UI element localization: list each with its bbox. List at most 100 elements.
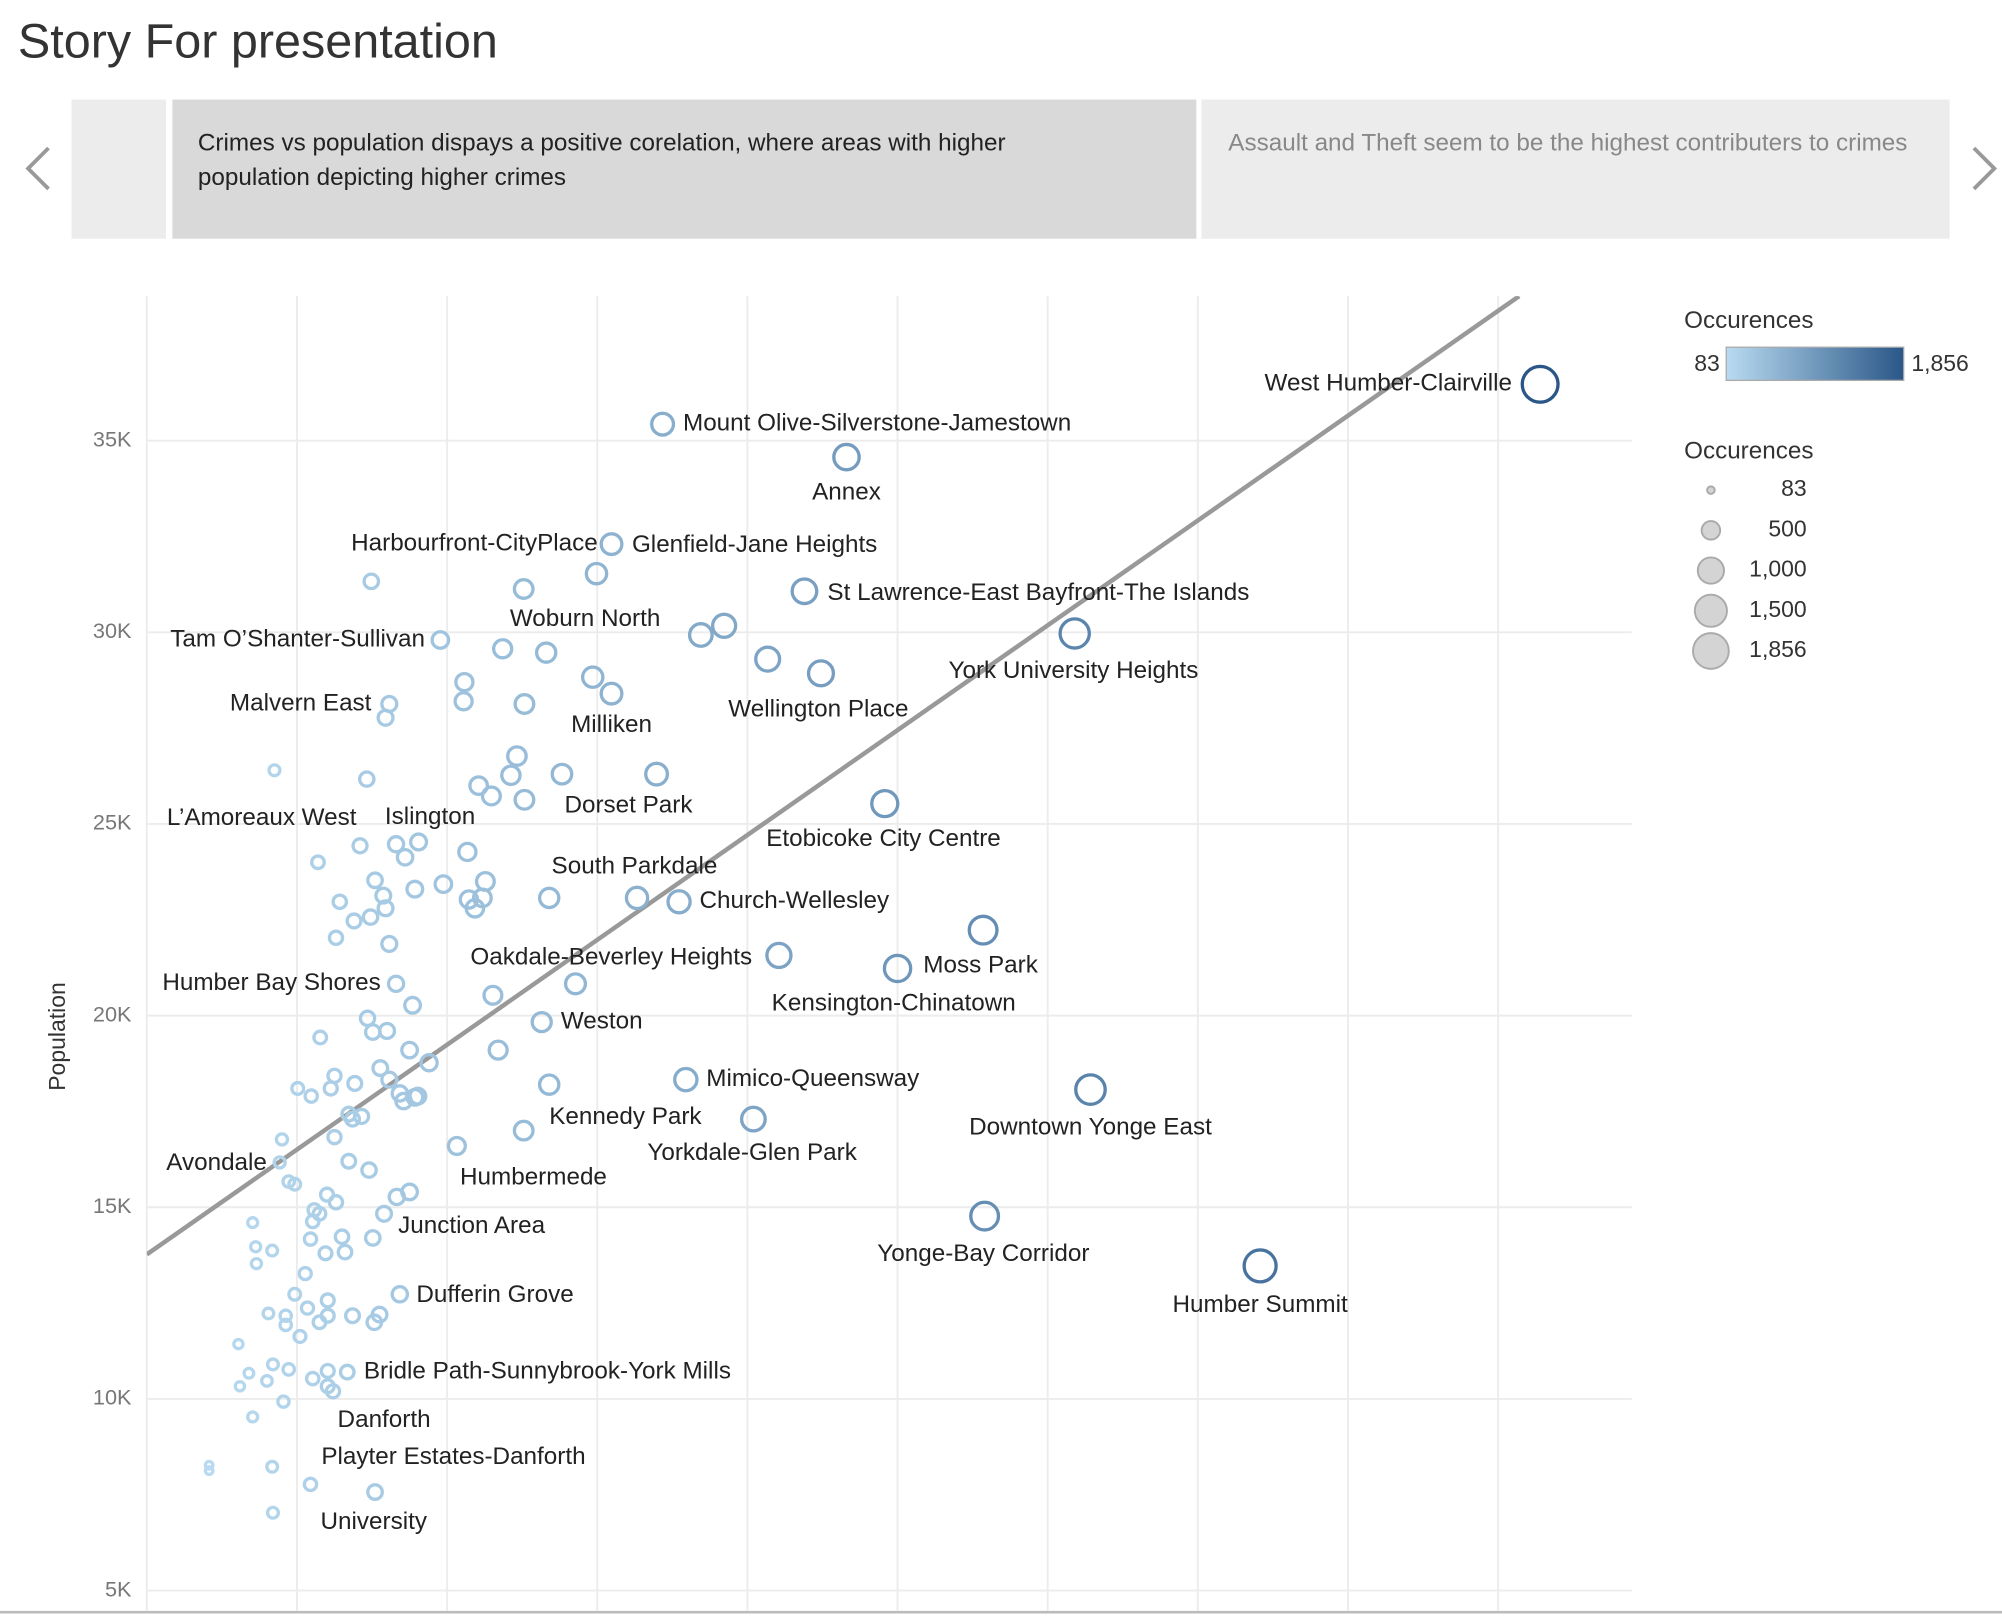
point (882, 953, 913, 984)
point (358, 770, 376, 788)
point (765, 941, 793, 970)
story-point-active[interactable]: Crimes vs population dispays a positive … (172, 99, 1197, 239)
point (276, 1394, 291, 1409)
point (644, 761, 670, 787)
point (387, 1187, 407, 1207)
point-label: Moss Park (923, 951, 1038, 978)
point (326, 1128, 343, 1146)
point (278, 1317, 294, 1333)
point (317, 1245, 334, 1262)
y-tick-label: 5K (105, 1576, 132, 1601)
size-legend-mark (1692, 632, 1730, 670)
point-label: Junction Area (398, 1212, 545, 1239)
point-label: Islington (385, 803, 475, 830)
point (380, 694, 399, 714)
point (534, 641, 558, 664)
point (650, 411, 676, 437)
point (870, 788, 900, 819)
legend-title: Occurences (1684, 307, 1813, 334)
point (246, 1410, 260, 1424)
point (487, 1039, 509, 1061)
point (599, 532, 624, 557)
story-point[interactable]: Assault and Theft seem to be the highest… (1201, 99, 1950, 239)
point (453, 691, 474, 712)
size-legend-mark (1700, 520, 1722, 541)
point (265, 1505, 280, 1520)
point (584, 561, 609, 586)
point (345, 912, 363, 930)
size-legend-mark (1696, 556, 1725, 585)
point (371, 1059, 390, 1078)
point (1058, 617, 1091, 650)
point (327, 929, 345, 947)
size-legend-label: 1,856 (1749, 636, 1806, 662)
point-label: Kennedy Park (549, 1103, 702, 1130)
next-arrow[interactable] (1972, 146, 1998, 191)
story-caption: Crimes vs population dispays a positive … (197, 130, 1006, 192)
point-label: Downtown Yonge East (969, 1113, 1212, 1140)
point (278, 1308, 294, 1324)
point-label: Playter Estates-Danforth (321, 1443, 585, 1470)
point (290, 1080, 306, 1096)
size-legend-label: 1,000 (1749, 556, 1806, 582)
point (246, 1216, 260, 1230)
point (710, 612, 738, 639)
point-label: Church-Wellesley (700, 887, 890, 914)
prev-arrow[interactable] (25, 146, 50, 191)
size-legend-label: 83 (1781, 475, 1807, 501)
point-label: Dorset Park (564, 791, 693, 818)
point (319, 1307, 336, 1324)
point-label: Yorkdale-Glen Park (647, 1139, 857, 1166)
y-tick-label: 10K (93, 1385, 132, 1410)
point (361, 908, 380, 926)
point (340, 1152, 358, 1170)
point (454, 671, 475, 693)
point-label: University (321, 1508, 428, 1535)
point (1242, 1248, 1278, 1284)
point-label: Avondale (166, 1149, 267, 1176)
point-label: Annex (812, 478, 881, 505)
point (340, 1105, 358, 1123)
point-label: Mount Olive-Silverstone-Jamestown (683, 410, 1071, 437)
story-point-blank[interactable] (71, 99, 166, 239)
point (333, 1228, 351, 1246)
y-tick-label: 30K (93, 618, 132, 643)
point (362, 572, 381, 591)
point (249, 1256, 264, 1271)
point (506, 745, 528, 767)
point (1074, 1073, 1107, 1106)
point (287, 1286, 303, 1302)
point-label: Malvern East (230, 689, 372, 716)
point (433, 874, 454, 895)
point (272, 1155, 287, 1170)
point (203, 1465, 215, 1477)
point (687, 622, 714, 648)
point (430, 630, 451, 650)
point (790, 577, 819, 606)
point (673, 1066, 699, 1093)
story-caption: Assault and Theft seem to be the highest… (1228, 130, 1908, 158)
trend-line (146, 296, 1521, 1257)
y-tick-label: 20K (93, 1001, 132, 1026)
point (203, 1459, 215, 1471)
y-axis-label: Population (44, 982, 70, 1091)
point-label: Wellington Place (728, 696, 908, 723)
point (537, 886, 561, 910)
point (624, 885, 650, 911)
point (366, 1483, 384, 1501)
point (287, 1176, 303, 1192)
point (242, 1366, 256, 1380)
point (530, 1010, 553, 1034)
point-label: Weston (561, 1008, 643, 1035)
point (261, 1306, 276, 1321)
point (274, 1132, 290, 1147)
point (512, 1119, 535, 1142)
point (832, 442, 861, 472)
story-title: Story For presentation (17, 15, 498, 69)
point (386, 835, 406, 854)
point (319, 1292, 336, 1309)
point (318, 1186, 336, 1203)
y-tick-label: 25K (93, 810, 132, 835)
